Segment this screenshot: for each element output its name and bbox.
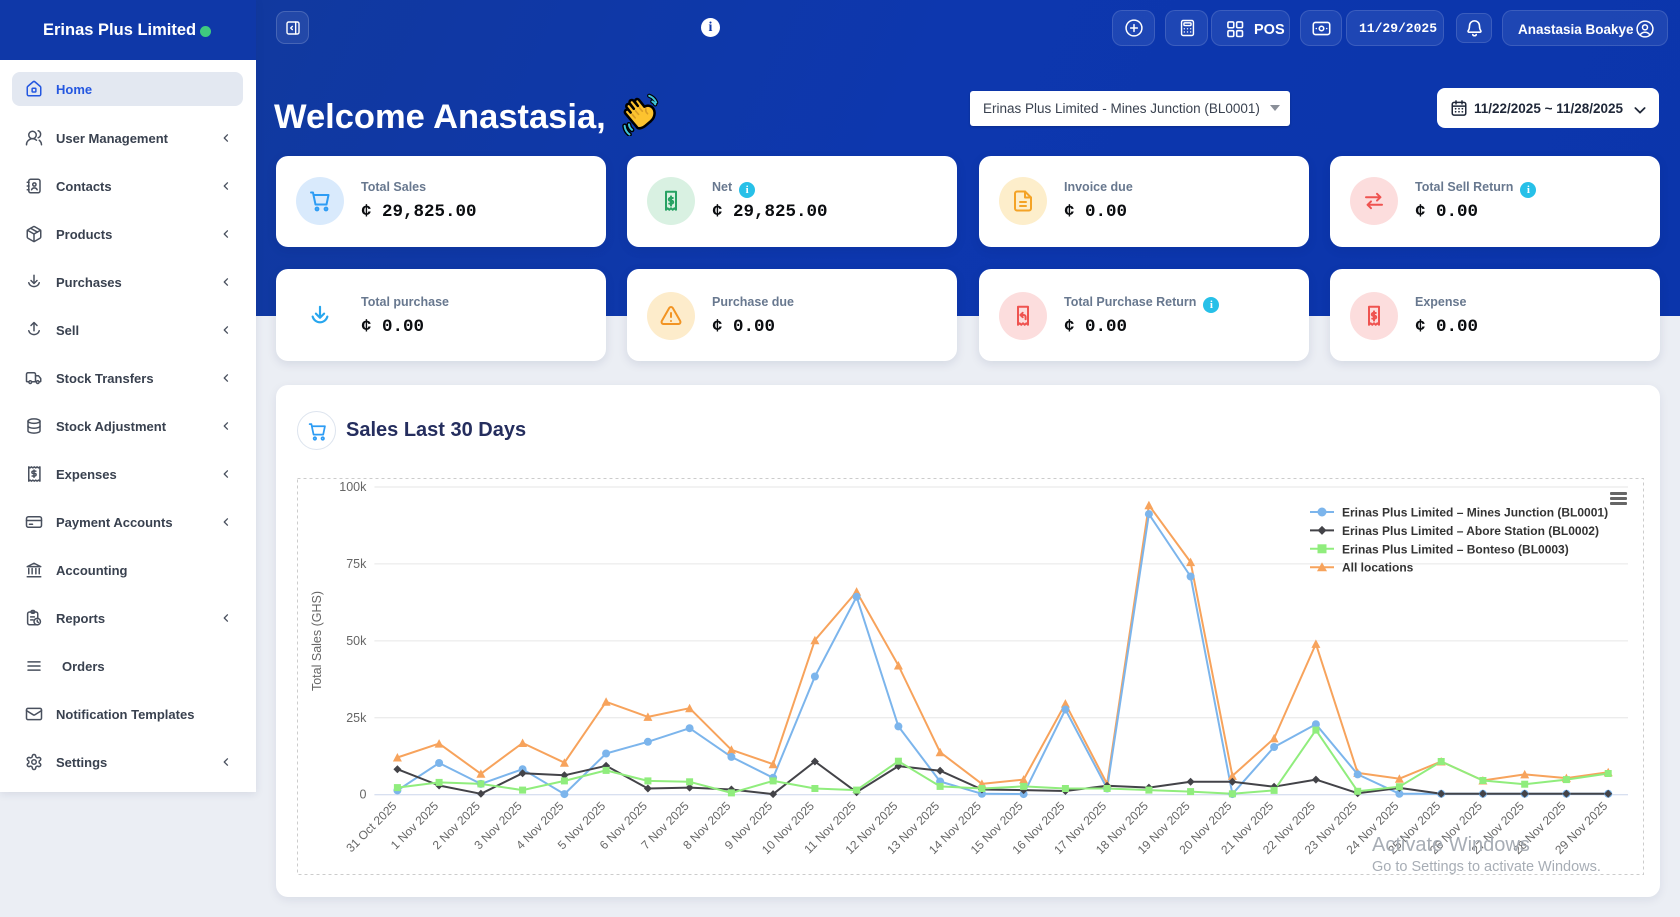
svg-text:Total Sales (GHS): Total Sales (GHS) [310,591,324,691]
svg-text:25k: 25k [346,711,367,725]
svg-text:Erinas Plus Limited – Mines Ju: Erinas Plus Limited – Mines Junction (BL… [1342,506,1608,520]
svg-text:50k: 50k [346,634,367,648]
svg-text:All locations: All locations [1342,561,1414,575]
svg-text:Erinas Plus Limited – Abore St: Erinas Plus Limited – Abore Station (BL0… [1342,524,1599,538]
svg-text:100k: 100k [339,480,367,494]
svg-text:0: 0 [359,788,366,802]
svg-text:Erinas Plus Limited – Bonteso: Erinas Plus Limited – Bonteso (BL0003) [1342,542,1569,556]
svg-text:75k: 75k [346,557,367,571]
